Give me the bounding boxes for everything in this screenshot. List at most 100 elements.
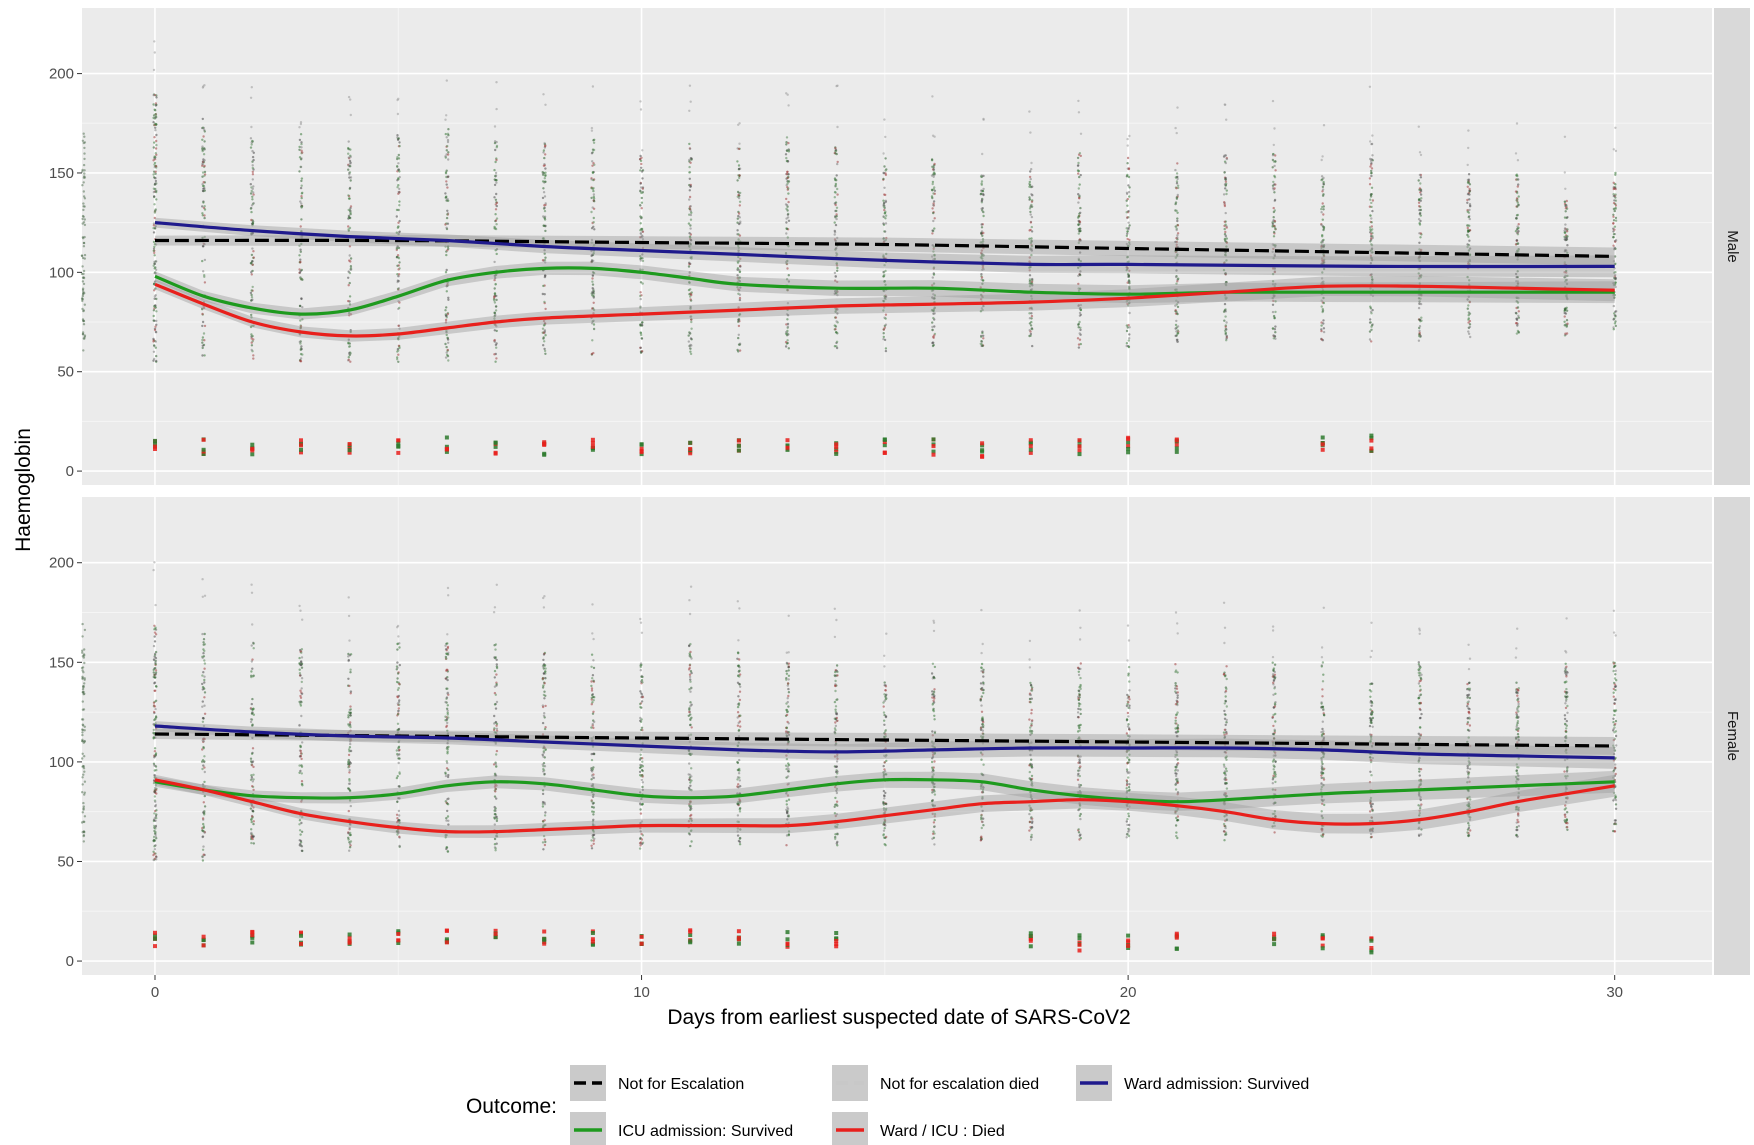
data-point [738, 690, 742, 693]
data-point [201, 183, 204, 186]
data-point [347, 299, 350, 303]
data-point [1028, 317, 1032, 320]
data-point [981, 234, 984, 237]
data-point [787, 694, 790, 698]
low-value-point [542, 442, 547, 446]
data-point [1224, 180, 1228, 183]
data-point [1612, 215, 1615, 218]
outlier-point [1225, 118, 1228, 121]
data-point [1320, 211, 1323, 214]
data-point [982, 691, 985, 695]
data-point [1369, 318, 1372, 321]
data-point [543, 156, 546, 160]
data-point [737, 246, 740, 249]
data-point [736, 160, 739, 163]
data-point [1321, 194, 1325, 197]
data-point [592, 162, 595, 165]
data-point [299, 165, 303, 169]
data-point [1225, 245, 1228, 248]
data-point [445, 657, 448, 660]
data-point [590, 322, 594, 325]
data-point [1273, 191, 1276, 194]
data-point [737, 652, 740, 655]
data-point [1418, 173, 1422, 177]
outlier-point [1029, 131, 1032, 134]
data-point [444, 648, 448, 651]
data-point [495, 673, 498, 676]
low-value-point [396, 438, 401, 443]
data-point [1272, 230, 1276, 234]
data-point [203, 324, 207, 328]
data-point [787, 678, 790, 681]
data-point [444, 172, 448, 175]
data-point [592, 323, 596, 326]
data-point [1078, 195, 1081, 198]
data-point [398, 141, 401, 144]
y-tick-label: 150 [49, 165, 74, 182]
data-point [1565, 332, 1569, 335]
data-point [834, 679, 837, 683]
data-point [689, 343, 692, 347]
data-point [153, 243, 157, 246]
data-point [347, 724, 351, 727]
data-point [152, 309, 156, 312]
data-point [787, 767, 790, 771]
outlier-point [1419, 153, 1423, 157]
data-point [299, 248, 302, 251]
data-point [785, 726, 789, 730]
data-point [446, 140, 450, 144]
data-point [495, 700, 499, 704]
data-point [640, 323, 644, 326]
data-point [155, 359, 158, 363]
data-point [153, 289, 156, 292]
data-point [980, 343, 984, 346]
outlier-point [1466, 163, 1469, 167]
data-point [396, 356, 399, 359]
data-point [884, 214, 888, 217]
data-point [980, 704, 983, 707]
data-point [931, 344, 935, 348]
data-point [202, 801, 205, 804]
data-point [689, 678, 692, 681]
data-point [1418, 222, 1421, 225]
data-point [1320, 223, 1323, 227]
data-point [689, 784, 692, 787]
data-point [347, 225, 350, 228]
data-point [445, 725, 448, 729]
data-point [203, 148, 206, 151]
data-point [785, 678, 788, 681]
data-point [591, 271, 595, 274]
data-point [542, 224, 545, 227]
data-point [591, 307, 594, 310]
data-point [1078, 251, 1082, 254]
data-point [836, 187, 839, 191]
data-point [1613, 199, 1616, 202]
data-point [1030, 312, 1033, 315]
outlier-point [249, 96, 253, 100]
data-point [931, 244, 934, 247]
data-point [1225, 321, 1228, 324]
data-point [445, 183, 448, 186]
edge-point [83, 176, 87, 179]
data-point [542, 770, 545, 773]
data-point [980, 686, 984, 690]
edge-point [82, 181, 85, 184]
data-point [444, 342, 447, 346]
data-point [930, 158, 934, 161]
data-point [688, 293, 691, 296]
data-point [447, 134, 450, 137]
data-point [1030, 297, 1034, 300]
data-point [542, 848, 545, 851]
data-point [398, 219, 401, 223]
data-point [1126, 204, 1129, 207]
data-point [688, 165, 691, 169]
data-point [1176, 340, 1180, 343]
data-point [542, 151, 545, 154]
data-point [1079, 173, 1082, 177]
data-point [250, 316, 253, 319]
data-point [1223, 293, 1227, 297]
data-point [933, 688, 936, 691]
outlier-point [639, 621, 643, 624]
data-point [347, 760, 350, 764]
data-point [1370, 312, 1373, 315]
